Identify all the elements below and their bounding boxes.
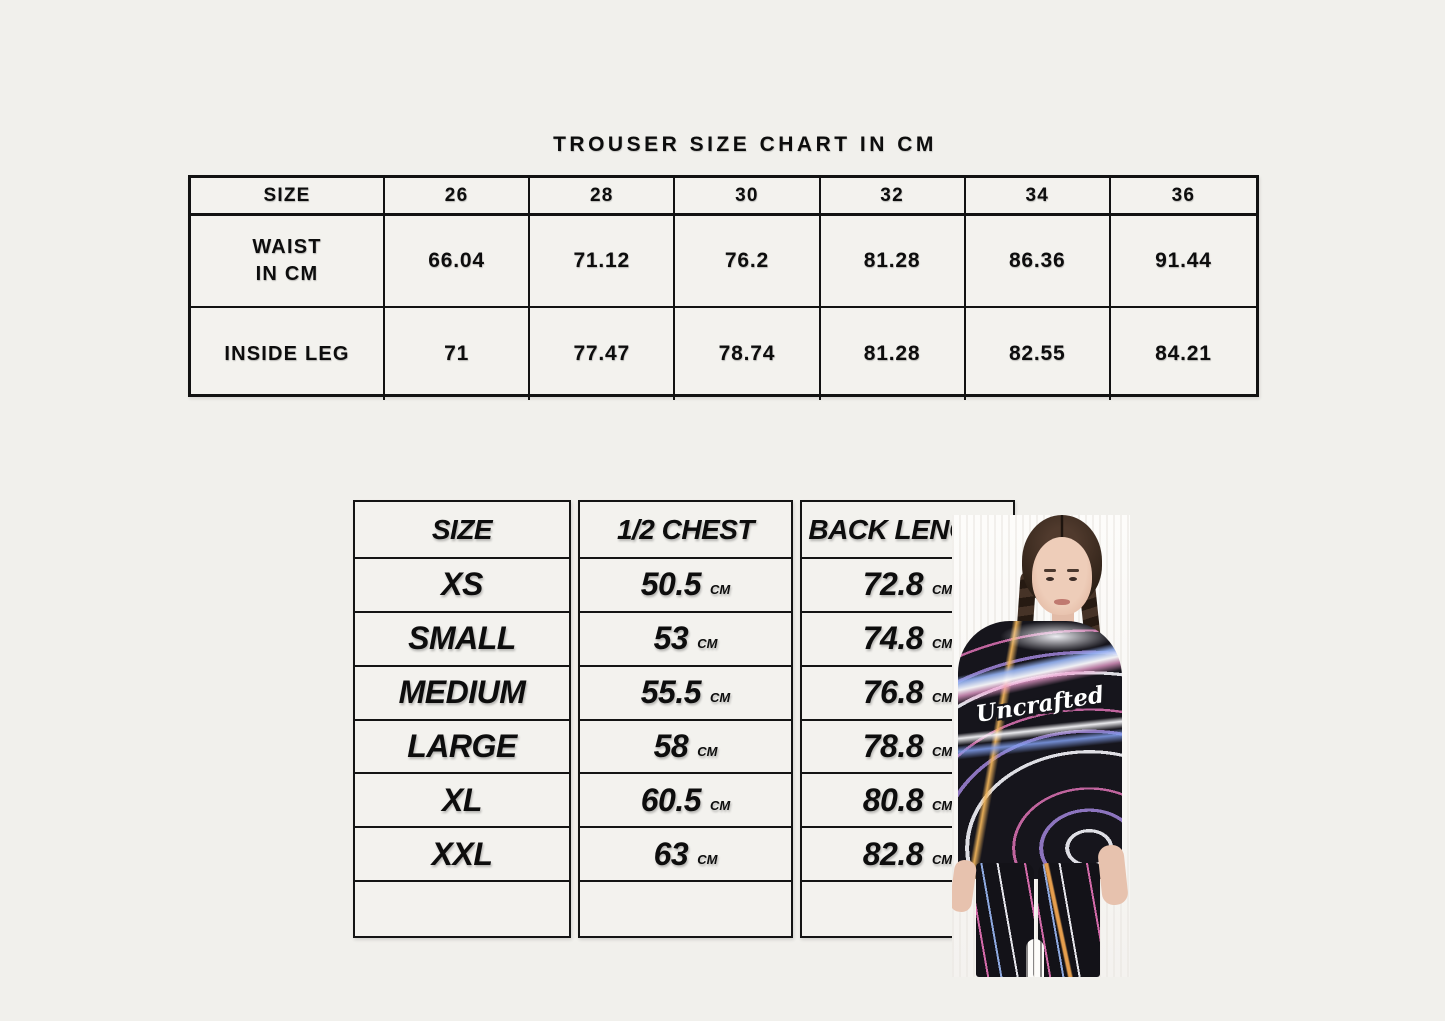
inside-leg-label: INSIDE LEG [224, 342, 350, 365]
waist-value-28: 71.12 [530, 216, 676, 308]
size-xl: XL [355, 774, 569, 829]
back-xs: 72.8 CM [802, 559, 1013, 613]
chest-xs: 50.5 CM [580, 559, 791, 613]
chest-xl-value: 60.5 [640, 781, 702, 818]
model-eyebrow-right [1067, 569, 1079, 572]
garment-header-chest: 1/2 CHEST [580, 502, 791, 559]
inside-leg-value-26: 71 [385, 308, 531, 400]
chest-small-unit: CM [697, 636, 718, 652]
trouser-header-34: 34 [965, 178, 1111, 216]
chest-xs-unit: CM [710, 582, 731, 598]
model-hand-right [1096, 843, 1130, 907]
trouser-header-26: 26 [385, 178, 531, 216]
chest-xs-value: 50.5 [640, 566, 702, 603]
chest-medium-value: 55.5 [640, 674, 702, 711]
trouser-header-30: 30 [675, 178, 821, 216]
waist-value-26: 66.04 [385, 216, 531, 308]
back-xl-value: 80.8 [862, 781, 924, 818]
inside-leg-row-label: INSIDE LEG [191, 308, 385, 400]
waist-row-label: WAIST IN CM [191, 216, 385, 308]
inside-leg-value-36: 84.21 [1155, 342, 1212, 365]
trouser-header-28: 28 [530, 178, 676, 216]
chest-large-value: 58 [653, 727, 689, 764]
trouser-header-36: 36 [1110, 178, 1256, 216]
trouser-size-table: SIZE 26 28 30 32 34 36 WAIST IN CM 66.04… [188, 175, 1259, 400]
garment-header-size: SIZE [355, 502, 569, 559]
model-hand-left [952, 858, 978, 914]
chest-small: 53 CM [580, 613, 791, 667]
size-medium: MEDIUM [355, 667, 569, 721]
back-small-unit: CM [932, 636, 953, 652]
trouser-header-size: SIZE [191, 178, 385, 216]
model-top-garment [958, 621, 1122, 879]
back-xxl: 82.8 CM [802, 828, 1013, 883]
waist-value-30: 76.2 [675, 216, 821, 308]
page-title: TROUSER SIZE CHART IN CM [553, 133, 937, 156]
inside-leg-value-28: 77.47 [530, 308, 676, 400]
inside-leg-value-32: 81.28 [821, 308, 966, 400]
back-small: 74.8 CM [802, 613, 1013, 667]
photo-backdrop-gap [1026, 939, 1044, 977]
back-large-value: 78.8 [862, 727, 924, 764]
size-large: LARGE [355, 721, 569, 775]
model-eye-right [1069, 577, 1077, 581]
back-xl-unit: CM [932, 797, 953, 813]
chest-xxl-value: 63 [653, 835, 689, 872]
garment-chest-column: 1/2 CHEST 50.5 CM 53 CM 55.5 CM 58 CM 60.5 CM… [578, 500, 793, 938]
inside-leg-value-34: 82.55 [966, 308, 1111, 400]
model-face [1032, 537, 1092, 615]
back-xl: 80.8 CM [802, 774, 1013, 829]
chest-xxl: 63 CM [580, 828, 791, 883]
model-legging-left [976, 863, 1034, 977]
back-xxl-unit: CM [932, 851, 953, 867]
chest-xxl-unit: CM [697, 851, 718, 867]
back-xxl-value: 82.8 [862, 835, 924, 872]
trouser-header-32: 32 [820, 178, 966, 216]
back-medium: 76.8 CM [802, 667, 1013, 721]
back-large: 78.8 CM [802, 721, 1013, 775]
back-medium-unit: CM [932, 690, 953, 706]
size-xs: XS [355, 559, 569, 613]
chest-large: 58 CM [580, 721, 791, 775]
waist-label-line2: IN CM [255, 263, 319, 285]
waist-value-34: 86.36 [965, 216, 1111, 308]
inside-leg-value-30: 78.74 [675, 308, 821, 400]
chest-medium: 55.5 CM [580, 667, 791, 721]
chest-xl-unit: CM [710, 797, 731, 813]
waist-value-36: 91.44 [1110, 216, 1256, 308]
back-large-unit: CM [932, 743, 953, 759]
model-photo: Uncrafted [952, 515, 1130, 977]
back-xs-value: 72.8 [862, 566, 924, 603]
chest-small-value: 53 [653, 620, 689, 657]
back-small-value: 74.8 [862, 620, 924, 657]
model-eyebrow-left [1044, 569, 1056, 572]
chest-empty-cell [580, 882, 791, 936]
back-xs-unit: CM [932, 582, 953, 598]
garment-size-column: SIZE XS SMALL MEDIUM LARGE XL XXL [353, 500, 571, 938]
size-small: SMALL [355, 613, 569, 667]
chest-large-unit: CM [697, 743, 718, 759]
back-medium-value: 76.8 [862, 674, 924, 711]
model-legging-right [1038, 863, 1100, 977]
chest-medium-unit: CM [710, 690, 731, 706]
waist-label-line1: WAIST [252, 236, 322, 258]
size-xxl: XXL [355, 828, 569, 883]
size-empty-cell [355, 882, 569, 936]
model-lips [1054, 599, 1070, 605]
chest-xl: 60.5 CM [580, 774, 791, 829]
waist-value-32: 81.28 [820, 216, 966, 308]
model-eye-left [1046, 577, 1054, 581]
